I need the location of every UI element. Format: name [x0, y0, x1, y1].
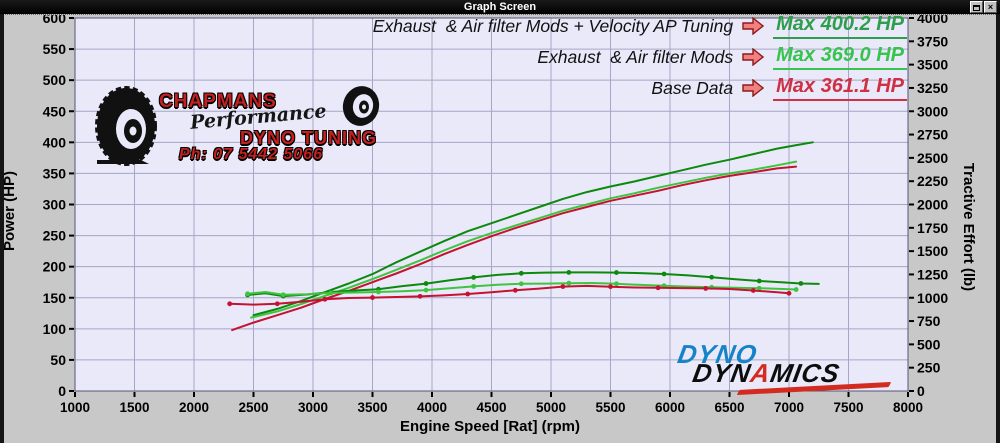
- legend-max-value: Max 400.2 HP: [773, 13, 907, 39]
- svg-text:150: 150: [43, 290, 67, 306]
- svg-text:500: 500: [917, 336, 941, 352]
- legend-label: Exhaust & Air filter Mods: [537, 46, 734, 67]
- svg-text:100: 100: [43, 321, 67, 337]
- svg-text:5000: 5000: [536, 400, 566, 415]
- chapmans-logo: CHAPMANS Performance DYNO TUNING Ph: 07 …: [93, 84, 395, 170]
- legend-max-value: Max 361.1 HP: [773, 75, 907, 101]
- svg-text:2000: 2000: [179, 400, 209, 415]
- svg-text:550: 550: [43, 41, 67, 57]
- svg-text:3000: 3000: [298, 400, 328, 415]
- legend-label: Base Data: [651, 77, 734, 98]
- svg-text:4000: 4000: [917, 15, 948, 26]
- close-button[interactable]: ×: [984, 1, 997, 13]
- svg-text:1750: 1750: [917, 220, 948, 236]
- svg-text:2500: 2500: [238, 400, 268, 415]
- svg-text:5500: 5500: [595, 400, 625, 415]
- legend-arrow-icon: [742, 79, 765, 97]
- svg-text:750: 750: [917, 313, 941, 329]
- legend-max-value: Max 369.0 HP: [773, 44, 907, 70]
- svg-text:6000: 6000: [655, 400, 685, 415]
- legend: Exhaust & Air filter Mods + Velocity AP …: [373, 13, 907, 101]
- restore-button[interactable]: [970, 1, 983, 13]
- legend-label: Exhaust & Air filter Mods + Velocity AP …: [372, 15, 734, 36]
- dyno-dynamics-word2: DYNAMICS: [690, 358, 843, 388]
- tire-icon-small: [342, 86, 380, 126]
- svg-text:250: 250: [917, 360, 941, 376]
- legend-row: Exhaust & Air filter Mods Max 369.0 HP: [537, 44, 907, 70]
- window-title: Graph Screen: [463, 1, 537, 13]
- svg-text:450: 450: [43, 103, 67, 119]
- svg-text:350: 350: [43, 165, 67, 181]
- chapmans-name: CHAPMANS: [159, 91, 277, 112]
- svg-text:0: 0: [58, 383, 66, 399]
- svg-text:4000: 4000: [417, 400, 447, 415]
- svg-text:400: 400: [43, 134, 67, 150]
- svg-text:Engine Speed [Rat] (rpm): Engine Speed [Rat] (rpm): [400, 418, 580, 435]
- svg-text:2750: 2750: [917, 127, 948, 143]
- svg-text:8000: 8000: [893, 400, 923, 415]
- chapmans-service: DYNO TUNING: [240, 128, 377, 148]
- svg-text:3000: 3000: [917, 103, 948, 119]
- svg-text:4500: 4500: [476, 400, 506, 415]
- chapmans-phone: Ph: 07 5442 5066: [179, 146, 324, 163]
- svg-text:1500: 1500: [917, 243, 948, 259]
- svg-text:2000: 2000: [917, 197, 948, 213]
- legend-row: Exhaust & Air filter Mods + Velocity AP …: [373, 13, 907, 39]
- window-right-edge: [996, 14, 1000, 443]
- svg-text:3750: 3750: [917, 33, 948, 49]
- legend-arrow-icon: [742, 17, 765, 35]
- dyno-dynamics-logo: DYNO DYNAMICS: [672, 339, 892, 397]
- window-left-edge: [0, 14, 4, 443]
- svg-text:3500: 3500: [917, 57, 948, 73]
- legend-arrow-icon: [742, 48, 765, 66]
- title-bar[interactable]: Graph Screen ×: [0, 0, 1000, 14]
- svg-text:1000: 1000: [917, 290, 948, 306]
- svg-text:500: 500: [43, 72, 67, 88]
- svg-text:1500: 1500: [119, 400, 149, 415]
- svg-text:300: 300: [43, 197, 67, 213]
- svg-text:2500: 2500: [917, 150, 948, 166]
- svg-text:250: 250: [43, 228, 67, 244]
- svg-text:50: 50: [50, 352, 66, 368]
- svg-text:0: 0: [917, 383, 925, 399]
- svg-text:3500: 3500: [357, 400, 387, 415]
- svg-text:1250: 1250: [917, 266, 948, 282]
- svg-text:7000: 7000: [774, 400, 804, 415]
- chart-zone: 0 50 100 150 200 250 300 350 400 450 500 550 600 0 250…: [0, 14, 1000, 443]
- svg-text:Tractive Effort (lb): Tractive Effort (lb): [960, 163, 977, 291]
- svg-text:Power (HP): Power (HP): [1, 171, 18, 251]
- svg-text:3250: 3250: [917, 80, 948, 96]
- svg-text:600: 600: [43, 15, 67, 26]
- svg-text:6500: 6500: [714, 400, 744, 415]
- svg-text:1000: 1000: [60, 400, 90, 415]
- svg-text:2250: 2250: [917, 173, 948, 189]
- tire-icon: [95, 86, 157, 166]
- restore-icon: [973, 5, 980, 11]
- dyno-chart-svg[interactable]: 0501001502002503003504004505005506000250…: [0, 15, 1000, 443]
- svg-text:200: 200: [43, 259, 67, 275]
- svg-text:7500: 7500: [833, 400, 863, 415]
- legend-row: Base Data Max 361.1 HP: [651, 75, 907, 101]
